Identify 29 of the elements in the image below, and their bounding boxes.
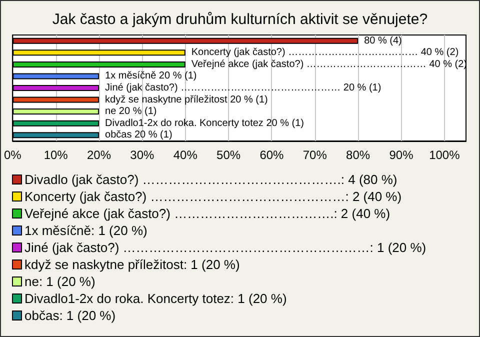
data-label: Divadlo1-2x do roka. Koncerty totez 20 % (1) <box>105 118 304 129</box>
data-label: 80 % (4) <box>364 35 402 46</box>
legend-label: 1x měsíčně: 1 (20 %) <box>24 223 148 238</box>
data-label: když se naskytne příležitost 20 % (1) <box>105 94 268 106</box>
data-label: 1x měsíčně 20 % (1) <box>105 70 197 82</box>
x-tick-label: 50% <box>216 148 241 162</box>
legend-label: Jiné (jak často?) …………………………………………………: 1 (20 %) <box>24 240 426 255</box>
x-tick-label: 70% <box>302 148 328 162</box>
x-tick-label: 90% <box>389 148 414 162</box>
legend-label: Divadlo1-2x do roka. Koncerty totez: 1 (20 %) <box>24 291 287 306</box>
legend-label: když se naskytne příležitost: 1 (20 %) <box>24 257 240 272</box>
x-tick-label: 30% <box>130 148 155 162</box>
x-tick-label: 60% <box>260 148 284 162</box>
legend-label: Divadlo (jak často?) ……………………………………….: 4 (80 %) <box>24 172 398 187</box>
x-tick-label: 100% <box>429 148 460 162</box>
data-label: občas 20 % (1) <box>105 130 172 141</box>
legend-label: občas: 1 (20 %) <box>24 308 116 323</box>
data-label: Koncerty (jak často?) ………………………………… 40 % (2) <box>191 47 459 58</box>
legend-label: ne: 1 (20 %) <box>24 274 96 289</box>
data-label: ne 20 % (1) <box>105 106 157 118</box>
legend-label: Koncerty (jak často?) ………………………………………: 2 (40 %) <box>24 189 402 204</box>
x-tick-label: 40% <box>173 148 198 162</box>
x-tick-label: 10% <box>44 148 68 162</box>
x-tick-label: 0% <box>4 148 22 162</box>
data-label: Jiné (jak často?) ………………………………………… 20 % (1) <box>105 82 382 94</box>
chart-title: Jak často a jakým druhům kulturních aktivit se věnujete? <box>52 11 428 28</box>
x-tick-label: 80% <box>346 148 370 162</box>
x-tick-label: 20% <box>87 148 112 162</box>
legend-label: Veřejné akce (jak často?) ……………………………….: 2 (40 %) <box>24 206 390 221</box>
